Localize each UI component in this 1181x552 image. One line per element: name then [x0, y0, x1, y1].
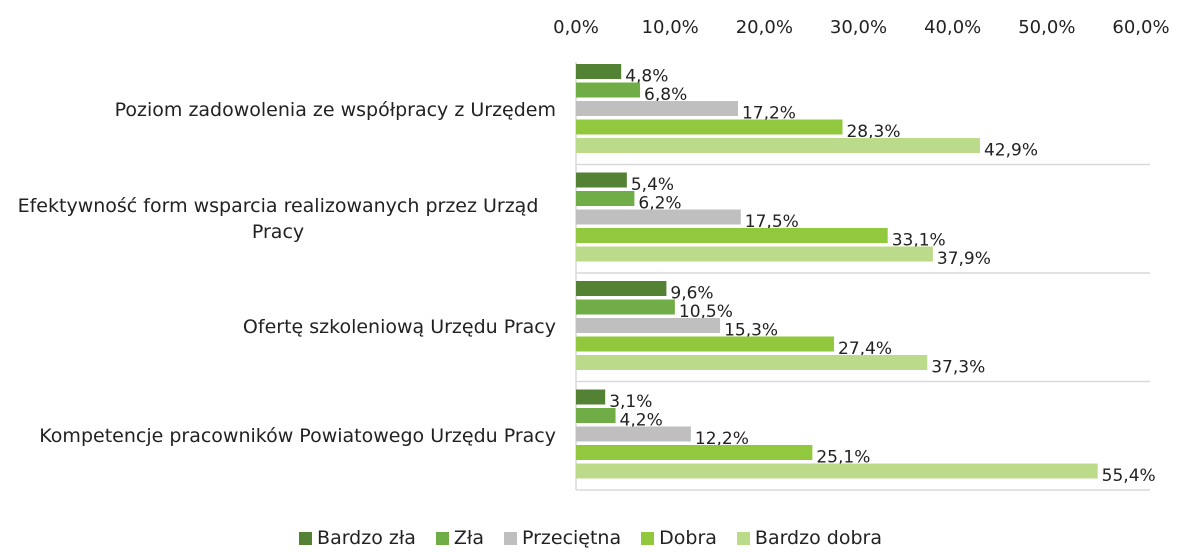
legend-label: Przeciętna	[521, 527, 622, 549]
value-label: 27,4%	[838, 339, 892, 359]
x-tick-label: 50,0%	[1018, 17, 1075, 38]
legend-swatch	[503, 531, 517, 545]
value-label: 3,1%	[609, 392, 652, 412]
legend-item: Bardzo dobra	[736, 527, 882, 549]
category-label: Efektywność form wsparcia realizowanych …	[0, 193, 556, 245]
bar	[576, 138, 980, 153]
bar	[576, 209, 741, 225]
bar	[576, 281, 667, 296]
value-label: 15,3%	[724, 321, 778, 341]
x-tick-label: 10,0%	[642, 17, 699, 38]
x-tick-label: 0,0%	[553, 17, 599, 38]
legend-label: Zła	[453, 527, 484, 549]
legend-swatch	[435, 531, 449, 545]
value-label: 6,8%	[644, 85, 687, 105]
bar	[576, 299, 675, 315]
category-text: Ofertę szkoleniową Urzędu Pracy	[242, 316, 556, 339]
value-label: 17,2%	[742, 104, 796, 124]
legend-item: Dobra	[641, 527, 717, 549]
bar	[576, 119, 843, 135]
bar	[576, 463, 1098, 479]
value-label: 10,5%	[679, 302, 733, 322]
value-label: 55,4%	[1102, 466, 1156, 486]
value-label: 37,3%	[931, 358, 985, 378]
value-label: 37,9%	[937, 249, 991, 269]
legend-label: Dobra	[659, 527, 717, 549]
bar	[576, 82, 641, 98]
bar	[576, 228, 888, 243]
category-label: Poziom zadowolenia ze współpracy z Urzęd…	[0, 97, 556, 123]
value-label: 12,2%	[695, 429, 749, 449]
bar	[576, 355, 928, 370]
value-label: 33,1%	[892, 231, 946, 251]
legend-item: Zła	[435, 527, 484, 549]
x-tick-label: 20,0%	[736, 17, 793, 38]
value-label: 28,3%	[846, 122, 900, 142]
bar	[576, 172, 627, 188]
value-label: 9,6%	[670, 284, 713, 304]
x-tick-label: 30,0%	[830, 17, 887, 38]
value-label: 4,2%	[620, 411, 663, 431]
value-label: 42,9%	[984, 141, 1038, 161]
category-text: Efektywność form wsparcia realizowanych …	[17, 194, 539, 243]
value-label: 6,2%	[638, 194, 681, 214]
bar	[576, 191, 635, 206]
value-label: 17,5%	[745, 212, 799, 232]
bar	[576, 426, 691, 442]
legend-swatch	[736, 531, 750, 545]
x-tick-label: 60,0%	[1112, 17, 1169, 38]
value-label: 5,4%	[631, 175, 674, 195]
legend-swatch	[641, 531, 655, 545]
value-label: 25,1%	[816, 448, 870, 468]
category-text: Kompetencje pracowników Powiatowego Urzę…	[39, 424, 556, 447]
bar	[576, 336, 835, 352]
bar	[576, 246, 933, 262]
bar	[576, 64, 622, 79]
category-label: Kompetencje pracowników Powiatowego Urzę…	[0, 423, 556, 449]
x-tick-label: 40,0%	[924, 17, 981, 38]
legend-swatch	[299, 531, 313, 545]
legend: Bardzo zła Zła Przeciętna Dobra Bardzo dobra	[0, 527, 1181, 549]
legend-label: Bardzo dobra	[754, 527, 882, 549]
category-text: Poziom zadowolenia ze współpracy z Urzęd…	[114, 99, 556, 122]
bar	[576, 318, 721, 333]
category-label: Ofertę szkoleniową Urzędu Pracy	[0, 314, 556, 340]
value-label: 4,8%	[625, 67, 668, 87]
bar	[576, 445, 813, 460]
bar	[576, 389, 606, 405]
legend-item: Przeciętna	[503, 527, 622, 549]
legend-item: Bardzo zła	[299, 527, 416, 549]
legend-label: Bardzo zła	[317, 527, 416, 549]
bar	[576, 101, 738, 116]
bar	[576, 408, 616, 423]
